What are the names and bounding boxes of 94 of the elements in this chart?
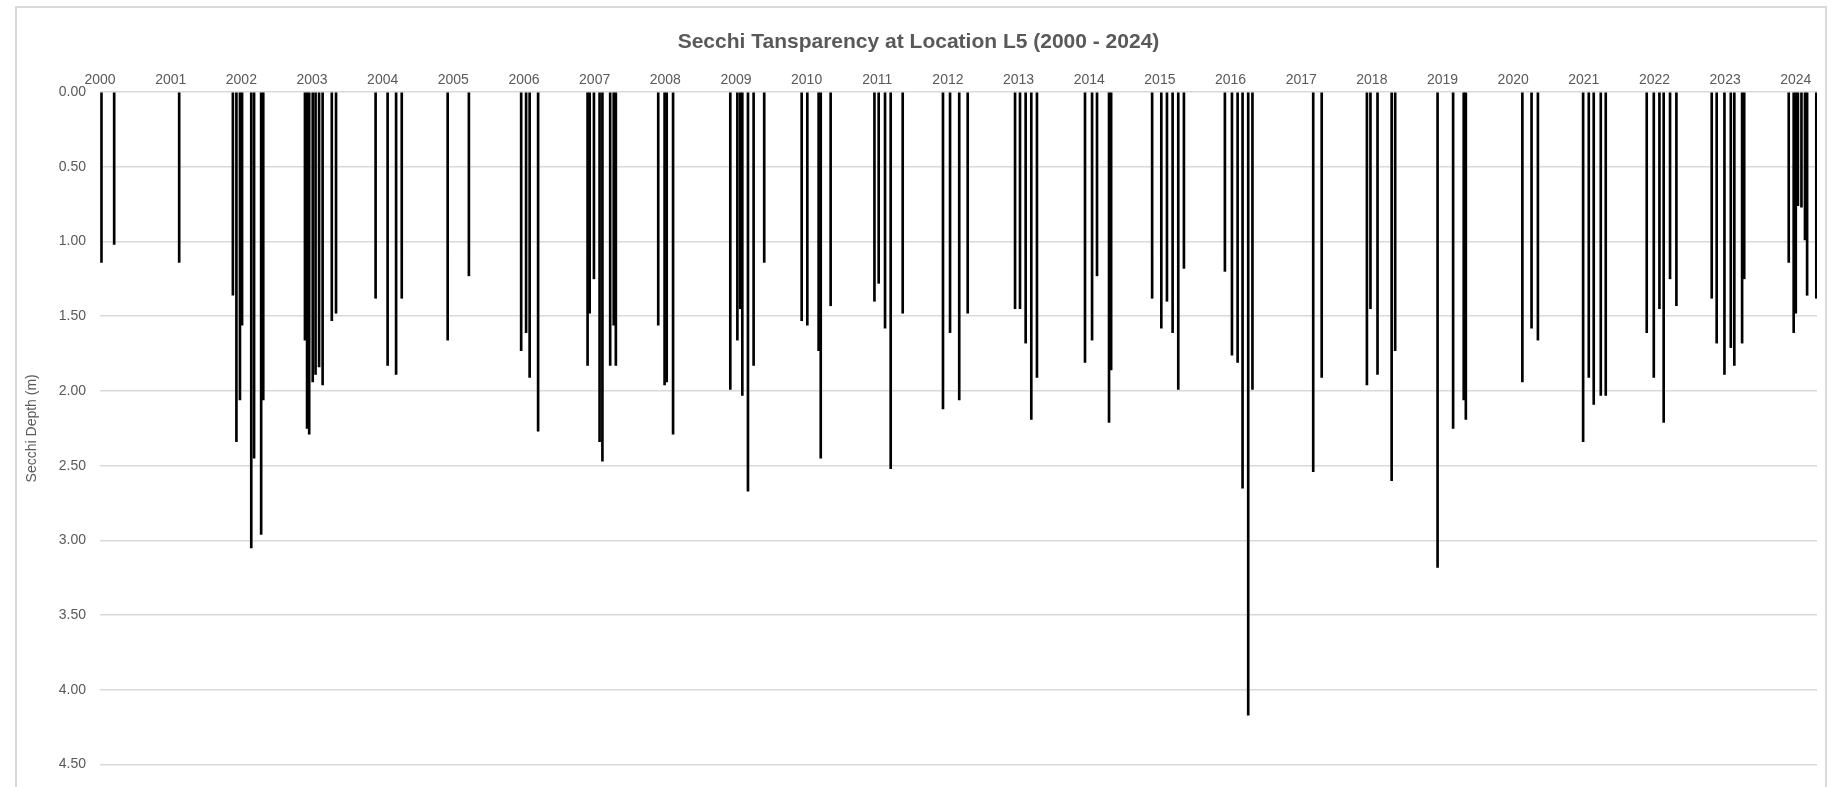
bar (1715, 92, 1718, 344)
bar (1029, 92, 1033, 420)
y-tick-label: 3.00 (58, 531, 87, 548)
bar (873, 92, 876, 302)
bar (1592, 92, 1596, 405)
x-tick-label: 2015 (1144, 71, 1176, 88)
bar (528, 92, 531, 378)
bar (1787, 92, 1791, 263)
bar (1176, 92, 1180, 390)
bar (1645, 92, 1649, 333)
bar (1814, 92, 1817, 299)
bar (656, 92, 660, 326)
bar (1587, 92, 1591, 378)
x-tick-label: 2018 (1356, 71, 1388, 88)
bar (1320, 92, 1324, 378)
bar (1530, 92, 1533, 329)
x-tick-label: 2020 (1497, 71, 1529, 88)
bar (752, 92, 755, 366)
y-axis-title: Secchi Depth (m) (23, 374, 40, 483)
bar (728, 92, 732, 390)
chart-title: Secchi Tansparency at Location L5 (2000 - 2024) (677, 29, 1160, 53)
x-tick-label: 2009 (720, 71, 752, 88)
bar (736, 92, 739, 341)
x-tick-label: 2013 (1003, 71, 1035, 88)
bar (321, 92, 324, 386)
x-tick-label: 2003 (296, 71, 328, 88)
x-tick-label: 2000 (84, 71, 116, 88)
y-tick-label: 3.50 (58, 605, 87, 622)
bar (1521, 92, 1524, 383)
bar (446, 92, 450, 341)
bar (901, 92, 905, 314)
x-tick-label: 2023 (1709, 71, 1741, 88)
bar (235, 92, 238, 443)
bar (762, 92, 766, 263)
bar (740, 92, 744, 396)
bar (330, 92, 334, 322)
bar (601, 92, 604, 462)
y-tick-label: 0.50 (58, 157, 87, 174)
bar (966, 92, 970, 314)
y-tick-label: 4.50 (58, 755, 87, 772)
x-tick-label: 2011 (862, 71, 893, 88)
bar (1241, 92, 1244, 489)
bar (307, 92, 311, 435)
bar (1311, 92, 1315, 472)
bar (800, 92, 803, 322)
x-tick-label: 2007 (579, 71, 611, 88)
bar (1710, 92, 1714, 299)
x-tick-label: 2005 (437, 71, 470, 88)
x-tick-label: 2002 (225, 71, 258, 88)
y-tick-label: 2.00 (58, 381, 87, 398)
bar (889, 92, 893, 469)
bar (1171, 92, 1174, 333)
x-tick-label: 2012 (932, 71, 964, 88)
x-tick-label: 2014 (1073, 71, 1106, 88)
bar (608, 92, 612, 366)
bar (1390, 92, 1393, 481)
bar (1246, 92, 1250, 716)
y-tick-label: 2.50 (58, 456, 87, 473)
bar (1733, 92, 1736, 366)
bar (1376, 92, 1379, 375)
bar (112, 92, 116, 245)
bar (1675, 92, 1678, 307)
bar (1024, 92, 1027, 344)
bar (1604, 92, 1608, 396)
x-tick-label: 2008 (649, 71, 682, 88)
x-tick-label: 2017 (1285, 71, 1317, 88)
bar (1159, 92, 1163, 329)
bar (177, 92, 181, 263)
bar (374, 92, 377, 299)
bar (829, 92, 832, 307)
bar (1662, 92, 1666, 423)
x-tick-label: 2024 (1780, 71, 1812, 88)
y-tick-label: 4.00 (58, 680, 87, 697)
bar (1599, 92, 1603, 396)
x-tick-label: 2010 (791, 71, 823, 88)
bar (386, 92, 389, 366)
x-tick-label: 2004 (367, 71, 399, 88)
x-tick-label: 2022 (1638, 71, 1671, 88)
x-tick-label: 2019 (1426, 71, 1459, 88)
bar (1236, 92, 1239, 363)
bar (249, 92, 253, 549)
bar (819, 92, 823, 459)
bar (1436, 92, 1439, 568)
bar (957, 92, 961, 401)
y-tick-label: 1.50 (58, 307, 87, 324)
bar (1652, 92, 1656, 378)
x-tick-label: 2001 (155, 71, 187, 88)
bar (1723, 92, 1726, 375)
x-tick-label: 2021 (1568, 71, 1600, 88)
x-tick-label: 2016 (1214, 71, 1247, 88)
x-tick-label: 2006 (508, 71, 540, 88)
y-tick-label: 1.00 (58, 232, 87, 249)
bar (400, 92, 404, 299)
bar (805, 92, 809, 326)
